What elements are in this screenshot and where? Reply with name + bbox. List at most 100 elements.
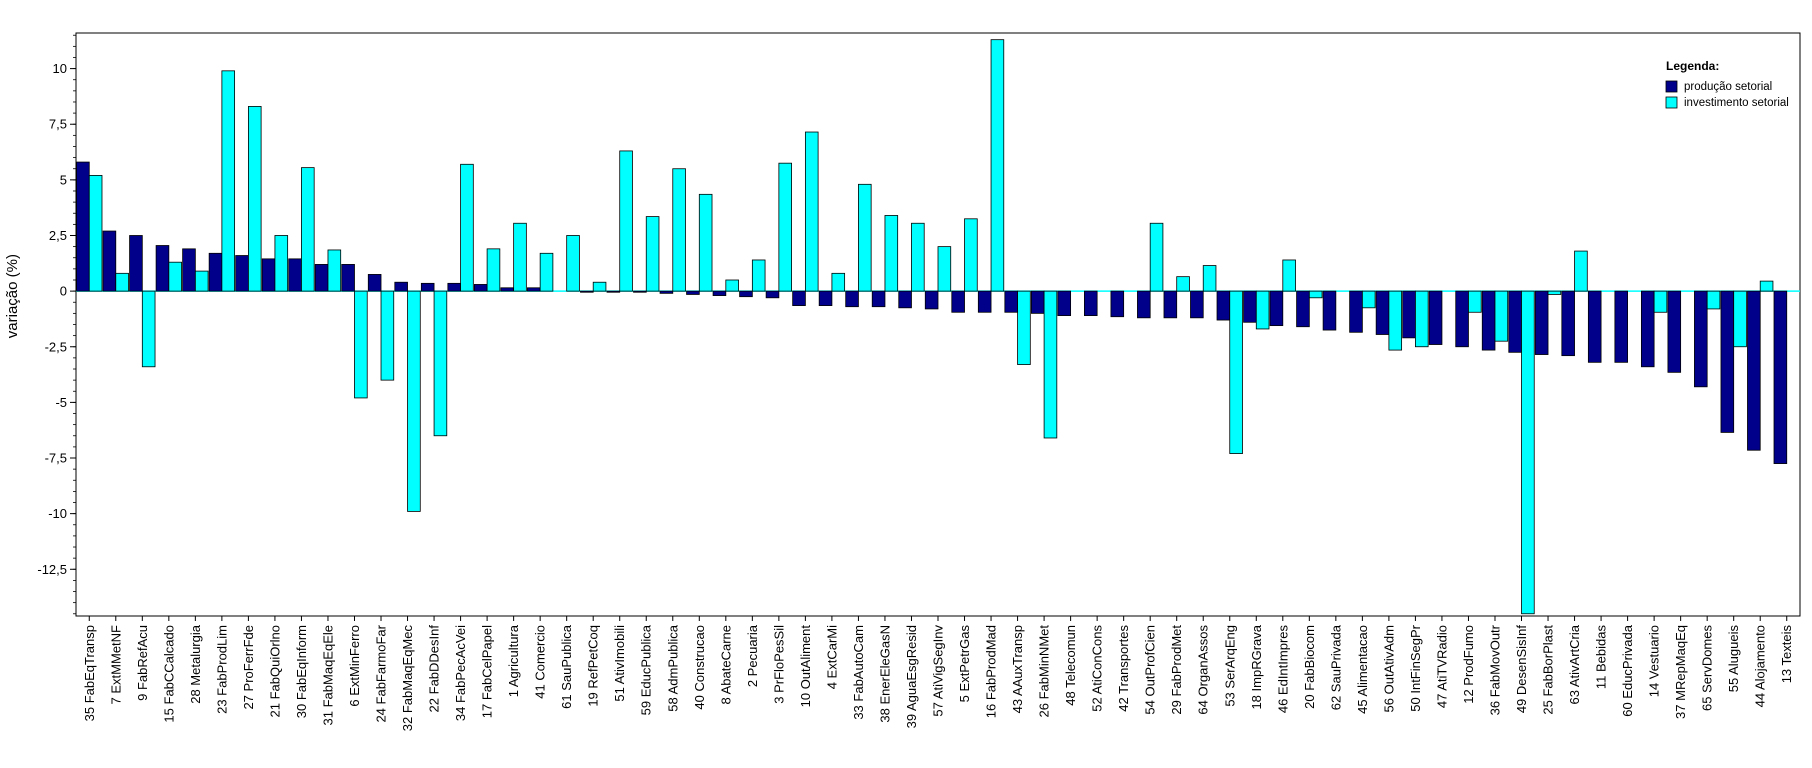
bar-producao bbox=[156, 246, 169, 292]
legend-label-investimento: investimento setorial bbox=[1684, 97, 1789, 109]
x-tick-label: 42 Transportes bbox=[1116, 625, 1131, 712]
x-tick-label: 5 ExtPetrGas bbox=[957, 625, 972, 703]
bar-producao bbox=[1403, 291, 1416, 338]
bar-producao bbox=[1641, 291, 1654, 367]
bar-producao bbox=[793, 291, 806, 305]
bar-investimento bbox=[1468, 291, 1481, 312]
bar-investimento bbox=[540, 253, 553, 291]
bar-investimento bbox=[673, 169, 686, 291]
x-tick-label: 14 Vestuario bbox=[1647, 625, 1662, 697]
bar-investimento bbox=[222, 71, 235, 291]
bar-producao bbox=[395, 282, 408, 291]
x-tick-label: 45 Alimentacao bbox=[1355, 625, 1370, 714]
bar-investimento bbox=[1707, 291, 1720, 309]
x-tick-label: 38 EnerEleGasN bbox=[877, 625, 892, 723]
bar-investimento bbox=[832, 273, 845, 291]
bar-producao bbox=[342, 264, 355, 291]
bar-producao bbox=[819, 291, 832, 305]
bar-producao bbox=[77, 162, 90, 291]
bar-investimento bbox=[169, 262, 182, 291]
bar-producao bbox=[1111, 291, 1124, 317]
x-tick-label: 17 FabCelPapel bbox=[480, 625, 495, 718]
y-tick-label: 2,5 bbox=[49, 228, 67, 243]
bar-producao bbox=[607, 291, 620, 292]
bar-producao bbox=[1535, 291, 1548, 354]
bar-investimento bbox=[116, 273, 129, 291]
x-tick-label: 37 MRepMaqEq bbox=[1673, 625, 1688, 719]
y-tick-label: 7,5 bbox=[49, 117, 67, 132]
bar-investimento bbox=[1389, 291, 1402, 350]
x-tick-label: 23 FabProdLim bbox=[214, 625, 229, 714]
bar-producao bbox=[209, 253, 222, 291]
y-tick-label: -7,5 bbox=[45, 451, 67, 466]
bar-investimento bbox=[1044, 291, 1057, 438]
bar-producao bbox=[1429, 291, 1442, 344]
x-tick-label: 43 AAuxTransp bbox=[1010, 625, 1025, 713]
x-tick-label: 13 Texteis bbox=[1779, 625, 1794, 684]
x-tick-label: 63 AtivArtCria bbox=[1567, 624, 1582, 704]
bar-investimento bbox=[1495, 291, 1508, 341]
x-tick-label: 40 Construcao bbox=[692, 625, 707, 710]
bar-investimento bbox=[938, 247, 951, 292]
y-tick-label: 10 bbox=[53, 61, 67, 76]
y-tick-label: -2,5 bbox=[45, 339, 67, 354]
bar-producao bbox=[1244, 291, 1257, 322]
bar-producao bbox=[1137, 291, 1150, 318]
bar-producao bbox=[1694, 291, 1707, 387]
bar-producao bbox=[1058, 291, 1071, 315]
x-tick-label: 22 FabDDesInf bbox=[427, 625, 442, 713]
bar-producao bbox=[130, 235, 143, 291]
x-tick-label: 50 IntFinSegPr bbox=[1408, 624, 1423, 711]
y-axis-title: variação (%) bbox=[4, 254, 21, 338]
bar-investimento bbox=[487, 249, 500, 291]
bar-producao bbox=[687, 291, 700, 294]
bar-investimento bbox=[434, 291, 447, 436]
bar-producao bbox=[1562, 291, 1575, 356]
x-tick-label: 49 DesenSisInf bbox=[1514, 625, 1529, 714]
bar-investimento bbox=[89, 175, 102, 291]
x-tick-label: 34 FabPecAcVei bbox=[453, 625, 468, 721]
bar-producao bbox=[527, 288, 540, 291]
x-tick-label: 15 FabCCalcado bbox=[161, 625, 176, 723]
x-tick-label: 56 OutAtivAdm bbox=[1381, 625, 1396, 712]
x-tick-label: 39 AguaEsgResid bbox=[904, 625, 919, 728]
bar-producao bbox=[1482, 291, 1495, 350]
x-tick-label: 54 OutProfCien bbox=[1143, 625, 1158, 715]
bar-investimento bbox=[805, 132, 818, 291]
y-tick-label: -10 bbox=[48, 506, 67, 521]
bar-investimento bbox=[726, 280, 739, 291]
bar-investimento bbox=[1256, 291, 1269, 329]
bar-investimento bbox=[1575, 251, 1588, 291]
bar-producao bbox=[634, 291, 647, 292]
bar-producao bbox=[1456, 291, 1469, 347]
bar-producao bbox=[713, 291, 726, 295]
x-tick-label: 58 AdmPublica bbox=[665, 624, 680, 711]
x-tick-label: 31 FabMaqEqEle bbox=[320, 625, 335, 725]
bar-producao bbox=[421, 283, 434, 291]
bar-producao bbox=[103, 231, 116, 291]
bar-investimento bbox=[779, 163, 792, 291]
bar-investimento bbox=[1415, 291, 1428, 347]
bar-investimento bbox=[1018, 291, 1031, 364]
bar-producao bbox=[474, 284, 487, 291]
bar-producao bbox=[846, 291, 859, 307]
bar-producao bbox=[1774, 291, 1787, 463]
x-tick-label: 7 ExtMMetNF bbox=[108, 625, 123, 705]
bar-investimento bbox=[381, 291, 394, 380]
bar-investimento bbox=[1150, 223, 1163, 291]
bar-investimento bbox=[408, 291, 421, 511]
bar-producao bbox=[183, 249, 196, 291]
x-tick-label: 8 AbateCarne bbox=[718, 625, 733, 705]
bar-producao bbox=[1084, 291, 1097, 315]
x-tick-label: 1 Agricultura bbox=[506, 624, 521, 697]
bar-producao bbox=[1588, 291, 1601, 362]
x-tick-label: 47 AtiTVRadio bbox=[1434, 625, 1449, 708]
y-tick-label: -5 bbox=[55, 395, 67, 410]
x-tick-label: 11 Bebidas bbox=[1594, 625, 1609, 690]
x-tick-label: 64 OrganAssos bbox=[1196, 625, 1211, 715]
bar-producao bbox=[978, 291, 991, 312]
bar-investimento bbox=[1760, 281, 1773, 291]
bar-investimento bbox=[752, 260, 765, 291]
